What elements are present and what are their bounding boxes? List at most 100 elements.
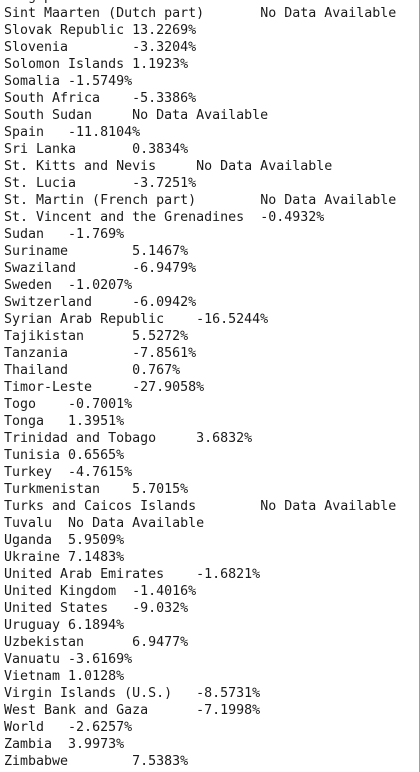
country-value: -4.7615% [68, 465, 133, 480]
country-name: World [4, 720, 45, 735]
country-name: Tonga [4, 414, 45, 429]
text-line: South Africa -5.3386% [4, 90, 396, 107]
text-line: United Kingdom -1.4016% [4, 583, 396, 600]
country-value: 5.1467% [132, 244, 189, 259]
text-line: Togo -0.7001% [4, 396, 396, 413]
country-value: -1.5749% [68, 74, 133, 89]
country-value: -9.032% [132, 601, 189, 616]
text-line: Timor-Leste -27.9058% [4, 379, 396, 396]
country-value: 0.3834% [132, 142, 189, 157]
country-name: Solomon Islands [4, 57, 125, 72]
country-name: Zambia [4, 737, 53, 752]
country-value: -3.6169% [68, 652, 133, 667]
country-value: 1.3951% [68, 414, 125, 429]
country-value: -2.6257% [68, 720, 133, 735]
country-value: 5.7015% [132, 482, 189, 497]
text-line: Slovak Republic 13.2269% [4, 22, 396, 39]
text-line: Uzbekistan 6.9477% [4, 634, 396, 651]
country-name: Virgin Islands (U.S.) [4, 686, 173, 701]
text-line: West Bank and Gaza -7.1998% [4, 702, 396, 719]
country-value: -1.769% [68, 227, 125, 242]
text-line: South Sudan No Data Available [4, 107, 396, 124]
text-line: Tunisia 0.6565% [4, 447, 396, 464]
country-name: St. Lucia [4, 176, 77, 191]
country-name: Vanuatu [4, 652, 61, 667]
country-value: 7.1483% [68, 550, 125, 565]
country-value: 13.2269% [132, 23, 197, 38]
country-name: Slovenia [4, 40, 69, 55]
country-value: No Data Available [260, 193, 397, 208]
country-value: 5.5272% [132, 329, 189, 344]
country-value: No Data Available [260, 499, 397, 514]
country-name: Tuvalu [4, 516, 53, 531]
country-value: 6.1894% [68, 618, 125, 633]
country-name: Turks and Caicos Islands [4, 499, 197, 514]
country-name: Uganda [4, 533, 53, 548]
country-name: St. Martin (French part) [4, 193, 197, 208]
country-name: Vietnam [4, 669, 61, 684]
country-value: -0.7001% [68, 397, 133, 412]
country-name: South Africa [4, 91, 101, 106]
country-name: Slovak Republic [4, 23, 125, 38]
country-name: West Bank and Gaza [4, 703, 149, 718]
country-name: Singapore [4, 0, 76, 4]
text-line: Suriname 5.1467% [4, 243, 396, 260]
country-value: -7.1998% [196, 703, 261, 718]
text-line: Trinidad and Tobago 3.6832% [4, 430, 396, 447]
country-name: Thailand [4, 363, 69, 378]
country-name: Tanzania [4, 346, 69, 361]
country-value: 6.9477% [132, 635, 189, 650]
text-line: Vietnam 1.0128% [4, 668, 396, 685]
country-value: -3.7251% [132, 176, 197, 191]
country-value: 0.6565% [68, 448, 125, 463]
country-name: Uruguay [4, 618, 61, 633]
text-line: Sint Maarten (Dutch part) No Data Availa… [4, 5, 396, 22]
text-line: St. Martin (French part) No Data Availab… [4, 192, 396, 209]
country-value: -6.0942% [132, 295, 197, 310]
country-value: 5.9509% [68, 533, 125, 548]
text-line: Turkmenistan 5.7015% [4, 481, 396, 498]
text-line: Solomon Islands 1.1923% [4, 56, 396, 73]
country-value: 0.767% [132, 363, 181, 378]
text-line: Syrian Arab Republic -16.5244% [4, 311, 396, 328]
country-name: Tajikistan [4, 329, 85, 344]
country-name: South Sudan [4, 108, 93, 123]
text-line: Thailand 0.767% [4, 362, 396, 379]
text-line: United States -9.032% [4, 600, 396, 617]
country-value: -16.5244% [196, 312, 269, 327]
country-name: Syrian Arab Republic [4, 312, 165, 327]
country-value: -3.3204% [132, 40, 197, 55]
country-name: United Kingdom [4, 584, 117, 599]
country-name: Tunisia [4, 448, 61, 463]
text-line: Zimbabwe 7.5383% [4, 753, 396, 770]
text-line: Turkey -4.7615% [4, 464, 396, 481]
country-value: No Data Available [68, 516, 205, 531]
country-name: United States [4, 601, 109, 616]
country-value: 1.0128% [68, 669, 125, 684]
text-line: St. Vincent and the Grenadines -0.4932% [4, 209, 396, 226]
country-value: 3.9973% [68, 737, 125, 752]
country-name: Ukraine [4, 550, 61, 565]
country-name: Sint Maarten (Dutch part) [4, 6, 205, 21]
text-line: Somalia -1.5749% [4, 73, 396, 90]
country-name: Uzbekistan [4, 635, 85, 650]
text-line: St. Kitts and Nevis No Data Available [4, 158, 396, 175]
country-value: -6.9479% [132, 261, 197, 276]
text-lines: SingaporeSint Maarten (Dutch part) No Da… [4, 0, 396, 770]
text-line: St. Lucia -3.7251% [4, 175, 396, 192]
country-value: -27.9058% [132, 380, 205, 395]
text-line: Slovenia -3.3204% [4, 39, 396, 56]
text-line: Tanzania -7.8561% [4, 345, 396, 362]
country-name: St. Kitts and Nevis [4, 159, 157, 174]
country-name: St. Vincent and the Grenadines [4, 210, 245, 225]
text-line: Virgin Islands (U.S.) -8.5731% [4, 685, 396, 702]
country-name: Timor-Leste [4, 380, 93, 395]
text-line: Uruguay 6.1894% [4, 617, 396, 634]
country-name: Sweden [4, 278, 53, 293]
country-name: Zimbabwe [4, 754, 69, 769]
text-line: Spain -11.8104% [4, 124, 396, 141]
country-name: Sri Lanka [4, 142, 77, 157]
text-line: Switzerland -6.0942% [4, 294, 396, 311]
text-line: United Arab Emirates -1.6821% [4, 566, 396, 583]
